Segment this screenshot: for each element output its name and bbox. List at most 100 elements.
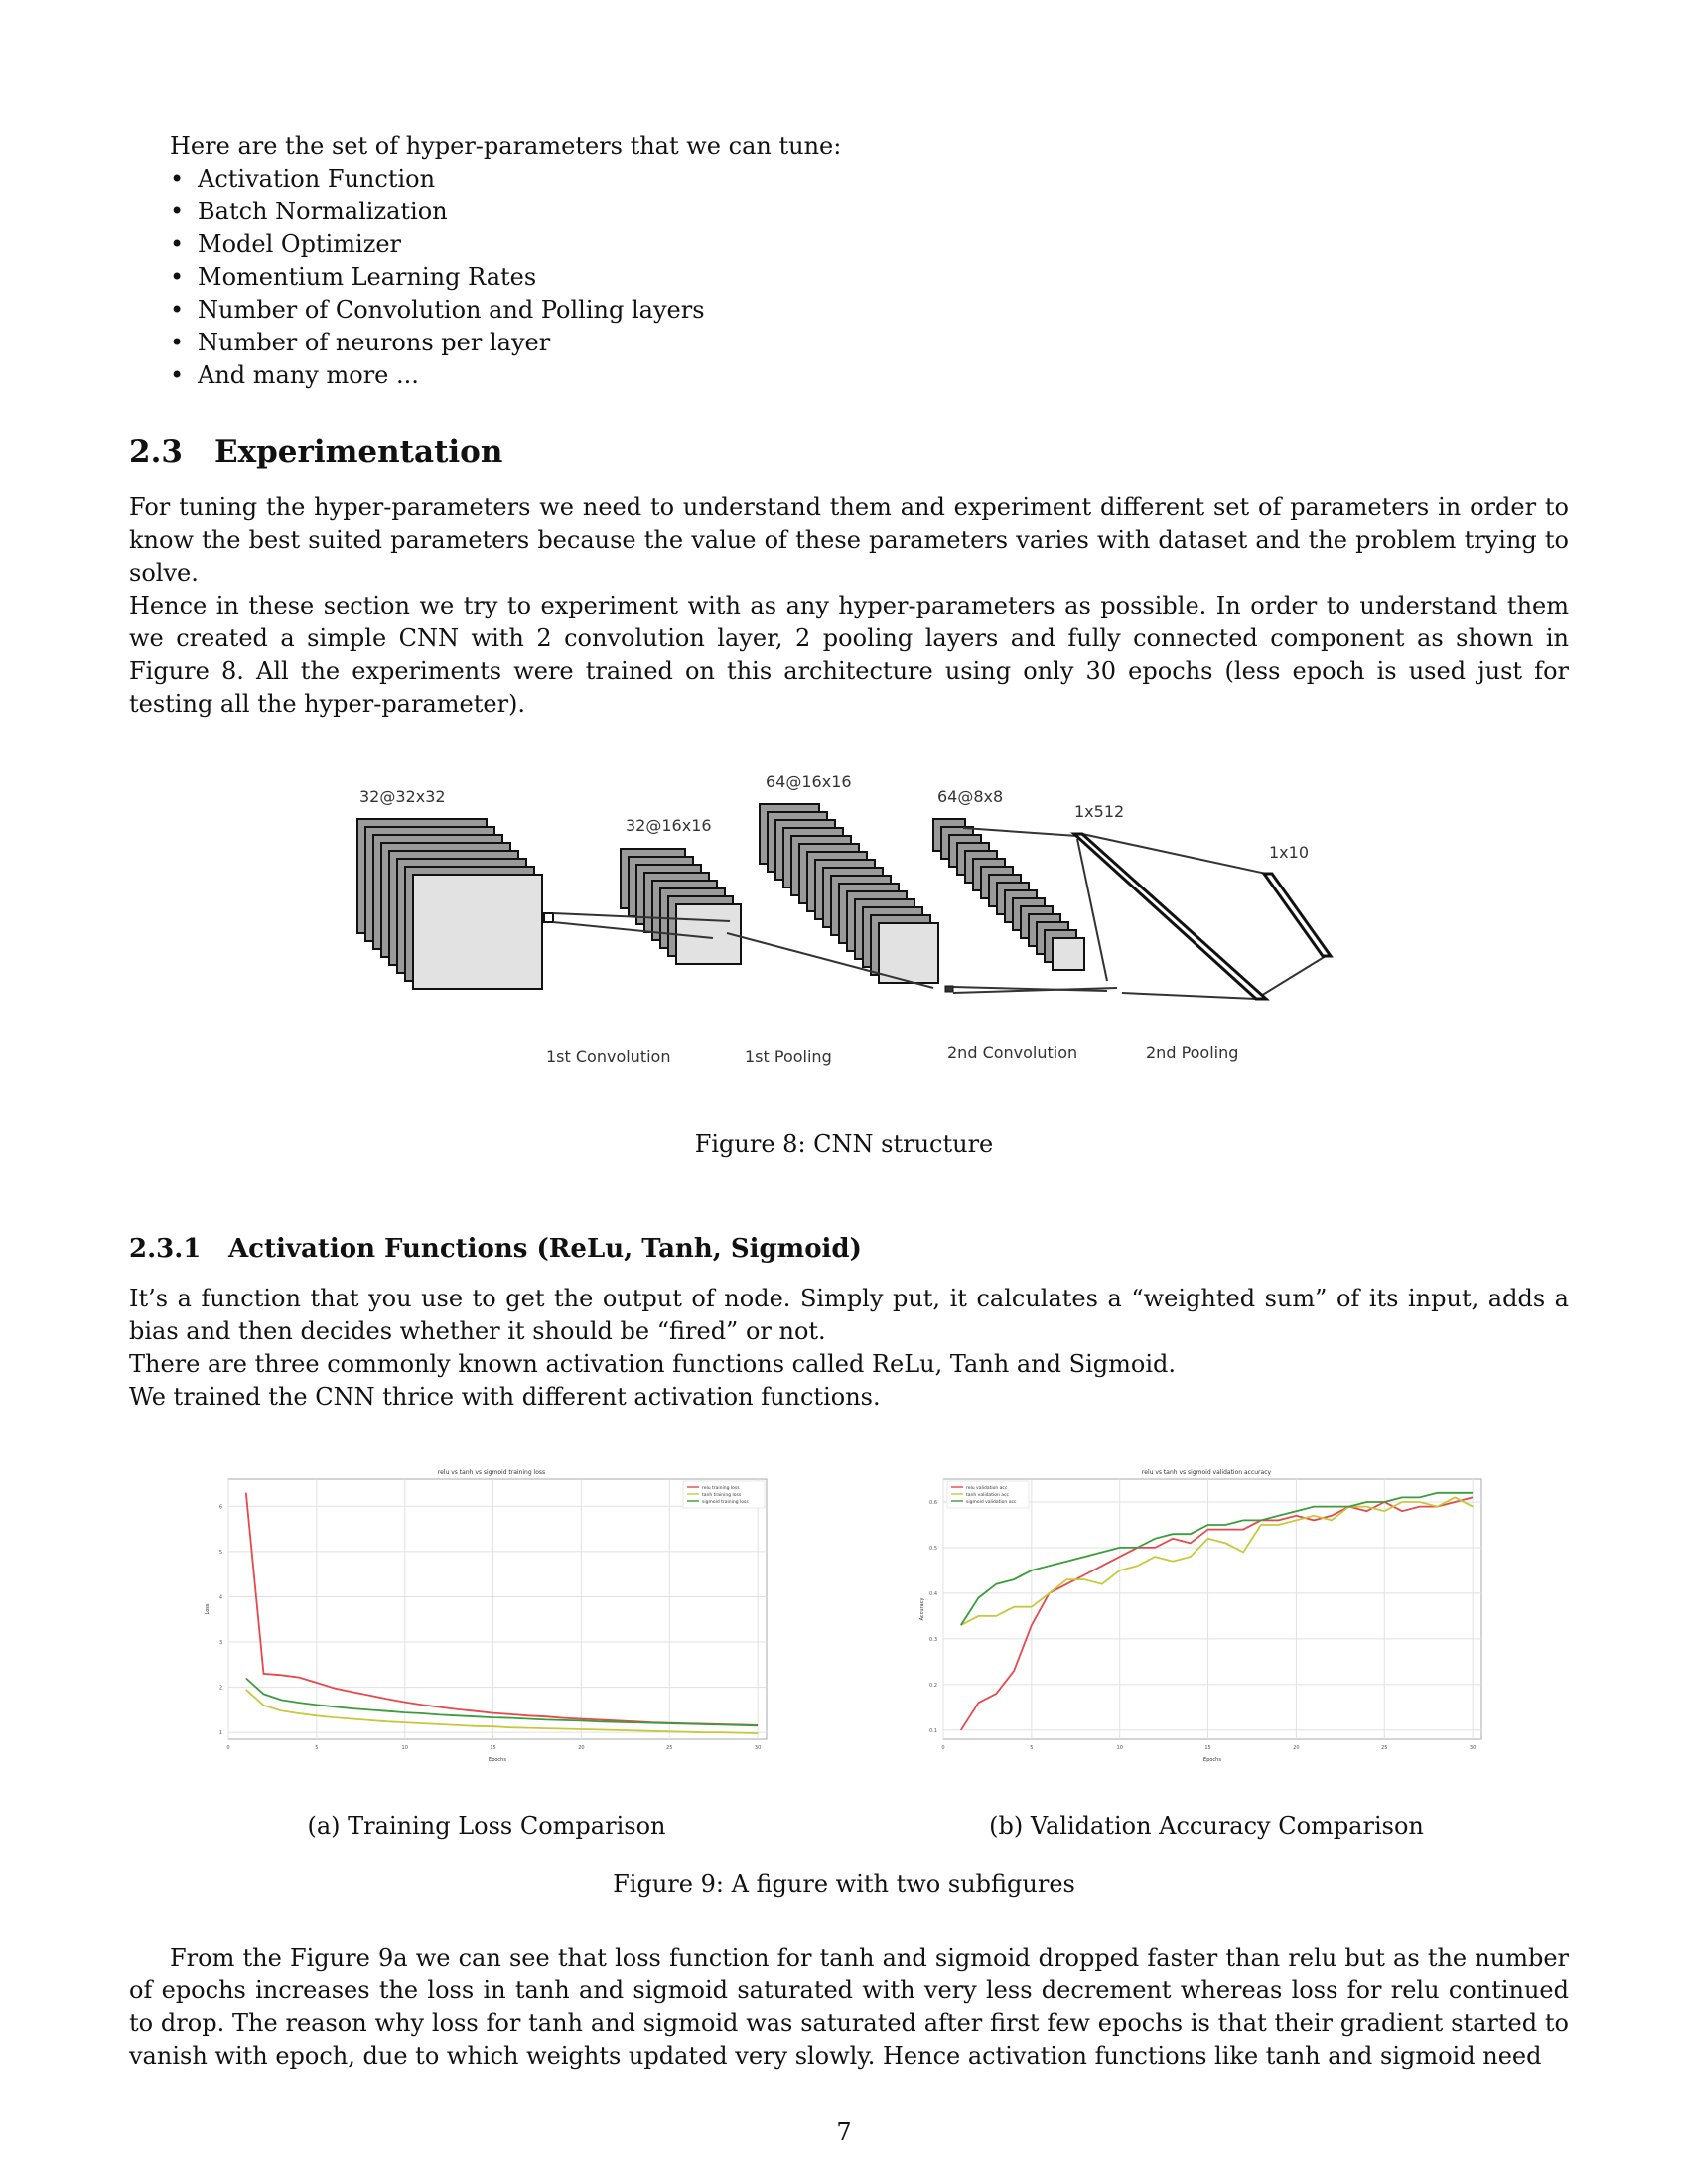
subsection-title: Activation Functions (ReLu, Tanh, Sigmoi… bbox=[228, 1234, 862, 1264]
series-line bbox=[960, 1491, 1474, 1626]
subsection-heading: 2.3.1 Activation Functions (ReLu, Tanh, S… bbox=[129, 1234, 862, 1264]
kernel-box bbox=[944, 985, 954, 993]
cnn-label-64x8x8: 64@8x8 bbox=[937, 787, 1003, 806]
fc-layer-1x512 bbox=[1070, 832, 1270, 1001]
y-tick-label: 0.2 bbox=[929, 1683, 937, 1689]
plot-area bbox=[227, 1478, 768, 1740]
list-item: Number of neurons per layer bbox=[170, 327, 1063, 359]
x-tick-label: 10 bbox=[402, 1745, 408, 1751]
stage-label-2nd-pooling: 2nd Pooling bbox=[1146, 1043, 1238, 1062]
stage-label-1st-convolution: 1st Convolution bbox=[546, 1047, 670, 1066]
connection-line bbox=[1076, 838, 1108, 982]
x-tick-label: 0 bbox=[226, 1745, 229, 1751]
y-tick-label: 0.4 bbox=[929, 1591, 937, 1597]
y-tick-label: 6 bbox=[219, 1504, 222, 1510]
y-axis-label: Loss bbox=[205, 1603, 211, 1614]
paragraph: From the Figure 9a we can see that loss … bbox=[129, 1944, 1569, 2070]
subfigure-b-caption: (b) Validation Accuracy Comparison bbox=[989, 1812, 1424, 1840]
feature-map-layer bbox=[412, 874, 543, 990]
series-line bbox=[245, 1677, 759, 1727]
plot-area bbox=[942, 1478, 1482, 1740]
connection-line bbox=[952, 986, 1108, 992]
intro-line: Here are the set of hyper-parameters tha… bbox=[170, 132, 842, 160]
cnn-label-32x16x16: 32@16x16 bbox=[626, 816, 712, 835]
paragraph: We trained the CNN thrice with different… bbox=[129, 1383, 881, 1411]
y-tick-label: 1 bbox=[219, 1730, 222, 1736]
list-item: Model Optimizer bbox=[170, 228, 1063, 261]
figure-8-caption: Figure 8: CNN structure bbox=[694, 1130, 994, 1158]
x-axis-label: Epochs bbox=[1203, 1757, 1221, 1763]
y-tick-label: 0.3 bbox=[929, 1637, 937, 1643]
cnn-label-1x10: 1x10 bbox=[1269, 843, 1309, 862]
connection-line bbox=[962, 827, 1078, 837]
figure-9-caption: Figure 9: A figure with two subfigures bbox=[613, 1870, 1075, 1898]
x-tick-label: 5 bbox=[315, 1745, 318, 1751]
stage-label-2nd-convolution: 2nd Convolution bbox=[947, 1043, 1077, 1062]
y-tick-label: 5 bbox=[219, 1550, 222, 1556]
connection-line bbox=[1121, 992, 1257, 1000]
subfigure-a-caption: (a) Training Loss Comparison bbox=[307, 1812, 666, 1840]
chart-title: relu vs tanh vs sigmoid validation accur… bbox=[1142, 1469, 1272, 1476]
list-item: Batch Normalization bbox=[170, 196, 1063, 228]
legend-entry: sigmoid validation acc bbox=[966, 1499, 1017, 1505]
connection-line bbox=[552, 912, 731, 922]
legend-entry: relu validation acc bbox=[966, 1485, 1008, 1491]
legend-entry: tanh validation acc bbox=[966, 1492, 1009, 1498]
list-item: Momentium Learning Rates bbox=[170, 261, 1063, 294]
x-tick-label: 20 bbox=[578, 1745, 584, 1751]
x-tick-label: 15 bbox=[1204, 1745, 1210, 1751]
chart-title: relu vs tanh vs sigmoid training loss bbox=[438, 1469, 545, 1476]
section-heading: 2.3 Experimentation bbox=[129, 434, 502, 470]
y-tick-label: 0.6 bbox=[929, 1500, 937, 1506]
paragraph: For tuning the hyper-parameters we need … bbox=[129, 493, 1569, 587]
y-tick-label: 2 bbox=[219, 1686, 222, 1692]
feature-map-layer bbox=[1052, 937, 1085, 971]
training-loss-chart: 0 5 10 15 20 25 30 1 2 3 4 5 6 relu vs tanh vs sigmoi… bbox=[205, 1469, 768, 1763]
y-axis-label: Accuracy bbox=[919, 1598, 925, 1621]
paragraph: It’s a function that you use to get the … bbox=[129, 1285, 1569, 1345]
y-tick-label: 0.1 bbox=[929, 1728, 937, 1734]
connection-line bbox=[952, 987, 1118, 994]
x-tick-label: 30 bbox=[1470, 1745, 1476, 1751]
list-item: And many more ... bbox=[170, 359, 1063, 392]
y-tick-label: 0.5 bbox=[929, 1546, 937, 1552]
connection-line bbox=[726, 932, 934, 989]
hyperparameter-list: Activation Function Batch Normalization … bbox=[170, 163, 1063, 392]
connection-line bbox=[1081, 833, 1267, 875]
legend-entry: tanh training loss bbox=[702, 1492, 742, 1498]
x-tick-label: 0 bbox=[941, 1745, 944, 1751]
series-line bbox=[245, 1689, 759, 1734]
x-tick-label: 15 bbox=[490, 1745, 495, 1751]
page-number: 7 bbox=[836, 2118, 852, 2146]
paragraph: There are three commonly known activatio… bbox=[129, 1350, 1176, 1378]
x-axis-label: Epochs bbox=[489, 1757, 506, 1763]
x-tick-label: 20 bbox=[1293, 1745, 1299, 1751]
fc-layer-1x10 bbox=[1261, 872, 1334, 958]
validation-accuracy-chart: 0 5 10 15 20 25 30 0.1 0.2 0.3 0.4 0.5 0.6 relu vs ta… bbox=[919, 1469, 1482, 1763]
x-tick-label: 25 bbox=[666, 1745, 672, 1751]
y-tick-label: 4 bbox=[219, 1594, 222, 1600]
subsection-number: 2.3.1 bbox=[129, 1234, 202, 1264]
cnn-label-32x32x32: 32@32x32 bbox=[359, 787, 446, 806]
kernel-box bbox=[543, 912, 554, 923]
list-item: Number of Convolution and Polling layers bbox=[170, 294, 1063, 327]
x-tick-label: 25 bbox=[1381, 1745, 1387, 1751]
x-tick-label: 5 bbox=[1030, 1745, 1033, 1751]
connection-line bbox=[1255, 955, 1327, 1000]
legend-entry: relu training loss bbox=[702, 1485, 740, 1491]
series-line bbox=[960, 1496, 1474, 1731]
x-tick-label: 30 bbox=[755, 1745, 761, 1751]
paragraph: Hence in these section we try to experim… bbox=[129, 592, 1569, 718]
cnn-label-1x512: 1x512 bbox=[1074, 802, 1124, 821]
cnn-structure-figure: 32@32x32 32@16x16 64@16x16 64@8x8 1x512 … bbox=[356, 772, 1334, 1066]
cnn-label-64x16x16: 64@16x16 bbox=[766, 772, 852, 791]
series-line bbox=[960, 1496, 1474, 1626]
feature-map-layer bbox=[878, 922, 939, 984]
stage-label-1st-pooling: 1st Pooling bbox=[745, 1047, 832, 1066]
section-title: Experimentation bbox=[214, 434, 503, 470]
list-item: Activation Function bbox=[170, 163, 1063, 196]
legend-entry: sigmoid training loss bbox=[702, 1499, 749, 1505]
y-tick-label: 3 bbox=[219, 1640, 222, 1646]
x-tick-label: 10 bbox=[1117, 1745, 1123, 1751]
connection-line bbox=[552, 921, 714, 939]
